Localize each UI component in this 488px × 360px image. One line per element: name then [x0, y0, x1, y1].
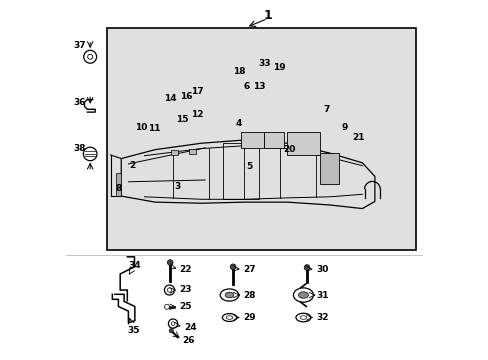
Bar	[264, 132, 283, 148]
Text: 8: 8	[115, 184, 122, 193]
Text: 35: 35	[127, 326, 140, 335]
Text: 12: 12	[191, 111, 203, 120]
Ellipse shape	[225, 292, 233, 298]
Text: 6: 6	[243, 82, 249, 91]
Text: 25: 25	[179, 302, 192, 311]
Circle shape	[230, 264, 235, 270]
Circle shape	[167, 260, 173, 265]
Text: 31: 31	[315, 291, 328, 300]
Polygon shape	[116, 173, 121, 196]
Text: 21: 21	[352, 133, 365, 142]
Text: 38: 38	[73, 144, 85, 153]
Text: 7: 7	[323, 105, 329, 114]
Ellipse shape	[222, 314, 236, 321]
Text: 26: 26	[182, 336, 194, 345]
Ellipse shape	[300, 316, 306, 319]
Text: 11: 11	[147, 125, 160, 134]
Text: 2: 2	[128, 161, 135, 170]
Text: 10: 10	[135, 123, 147, 132]
Text: 36: 36	[73, 98, 85, 107]
Ellipse shape	[293, 288, 313, 302]
Text: 27: 27	[243, 265, 255, 274]
Bar	[171, 150, 178, 155]
Bar	[107, 28, 415, 249]
Bar	[287, 132, 319, 155]
Bar	[319, 153, 339, 184]
Text: 17: 17	[190, 87, 203, 96]
Ellipse shape	[226, 316, 232, 319]
Text: 37: 37	[73, 41, 85, 50]
Circle shape	[164, 304, 169, 309]
Bar	[189, 149, 196, 154]
Ellipse shape	[298, 292, 308, 298]
Circle shape	[304, 265, 309, 270]
Text: 18: 18	[232, 67, 244, 76]
Text: 19: 19	[273, 63, 285, 72]
Text: 1: 1	[263, 9, 271, 22]
Bar	[223, 143, 258, 199]
Text: 15: 15	[175, 116, 188, 125]
Text: 22: 22	[179, 265, 192, 274]
Text: 23: 23	[179, 285, 192, 294]
Text: 5: 5	[246, 162, 252, 171]
Bar	[242, 139, 249, 144]
Ellipse shape	[295, 313, 310, 322]
Text: 13: 13	[252, 82, 264, 91]
Text: 14: 14	[164, 94, 177, 103]
Text: 28: 28	[243, 291, 255, 300]
Text: 20: 20	[283, 145, 295, 154]
Text: 9: 9	[341, 123, 347, 132]
Bar	[241, 132, 264, 148]
Text: 16: 16	[180, 91, 192, 100]
Text: 24: 24	[183, 323, 196, 332]
Text: 4: 4	[235, 119, 242, 128]
Text: 34: 34	[128, 261, 141, 270]
Text: 30: 30	[315, 265, 327, 274]
Text: 3: 3	[174, 182, 180, 191]
Ellipse shape	[220, 289, 238, 301]
Circle shape	[169, 329, 173, 333]
Text: 29: 29	[243, 313, 255, 322]
Text: 33: 33	[258, 59, 270, 68]
Text: 32: 32	[315, 313, 328, 322]
